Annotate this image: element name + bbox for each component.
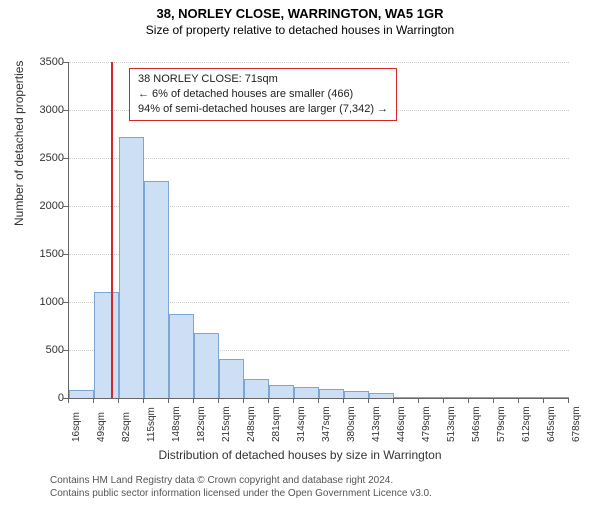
x-tick-mark bbox=[368, 398, 369, 403]
x-tick-label: 612sqm bbox=[521, 406, 532, 442]
y-tick-label: 1000 bbox=[24, 296, 64, 308]
x-tick-mark bbox=[293, 398, 294, 403]
x-tick-mark bbox=[218, 398, 219, 403]
x-tick-mark bbox=[518, 398, 519, 403]
histogram-bar bbox=[269, 385, 294, 398]
x-tick-label: 645sqm bbox=[546, 406, 557, 442]
histogram-bar bbox=[119, 137, 144, 398]
y-tick-label: 2000 bbox=[24, 200, 64, 212]
x-tick-mark bbox=[143, 398, 144, 403]
x-tick-mark bbox=[543, 398, 544, 403]
y-tick-label: 3000 bbox=[24, 104, 64, 116]
gridline bbox=[69, 158, 569, 159]
histogram-bar bbox=[169, 314, 194, 398]
x-tick-label: 380sqm bbox=[346, 406, 357, 442]
annotation-line: 38 NORLEY CLOSE: 71sqm bbox=[138, 72, 388, 87]
gridline bbox=[69, 62, 569, 63]
y-tick-mark bbox=[63, 158, 68, 159]
y-tick-mark bbox=[63, 302, 68, 303]
x-tick-label: 281sqm bbox=[271, 406, 282, 442]
histogram-bar bbox=[419, 397, 444, 398]
histogram-bar bbox=[344, 391, 369, 398]
y-tick-label: 0 bbox=[24, 392, 64, 404]
x-tick-label: 182sqm bbox=[196, 406, 207, 442]
x-tick-label: 49sqm bbox=[96, 412, 107, 442]
x-tick-label: 248sqm bbox=[246, 406, 257, 442]
histogram-bar bbox=[544, 397, 569, 398]
x-tick-mark bbox=[168, 398, 169, 403]
x-tick-mark bbox=[343, 398, 344, 403]
y-tick-mark bbox=[63, 62, 68, 63]
histogram-bar bbox=[494, 397, 519, 398]
x-tick-mark bbox=[443, 398, 444, 403]
x-tick-label: 115sqm bbox=[146, 407, 157, 442]
x-axis-label: Distribution of detached houses by size … bbox=[0, 448, 600, 462]
histogram-bar bbox=[194, 333, 219, 398]
x-tick-label: 413sqm bbox=[371, 406, 382, 442]
x-tick-label: 546sqm bbox=[471, 406, 482, 442]
x-tick-mark bbox=[318, 398, 319, 403]
x-tick-label: 347sqm bbox=[321, 406, 332, 442]
y-tick-mark bbox=[63, 254, 68, 255]
histogram-bar bbox=[319, 389, 344, 398]
histogram-bar bbox=[394, 397, 419, 398]
x-tick-label: 148sqm bbox=[171, 406, 182, 442]
x-tick-label: 215sqm bbox=[221, 406, 232, 442]
y-tick-label: 500 bbox=[24, 344, 64, 356]
y-tick-label: 3500 bbox=[24, 56, 64, 68]
footer-line-1: Contains HM Land Registry data © Crown c… bbox=[50, 474, 432, 487]
x-tick-label: 16sqm bbox=[71, 412, 82, 442]
histogram-bar bbox=[444, 397, 469, 398]
footer-attribution: Contains HM Land Registry data © Crown c… bbox=[50, 474, 432, 500]
x-tick-mark bbox=[268, 398, 269, 403]
histogram-bar bbox=[219, 359, 244, 398]
histogram-bar bbox=[144, 181, 169, 398]
y-tick-mark bbox=[63, 350, 68, 351]
y-tick-mark bbox=[63, 206, 68, 207]
chart-container: 38 NORLEY CLOSE: 71sqm← 6% of detached h… bbox=[58, 62, 568, 422]
x-tick-label: 479sqm bbox=[421, 406, 432, 442]
x-tick-label: 82sqm bbox=[121, 412, 132, 442]
x-tick-label: 513sqm bbox=[446, 406, 457, 442]
x-tick-label: 579sqm bbox=[496, 406, 507, 442]
x-tick-mark bbox=[118, 398, 119, 403]
plot-area: 38 NORLEY CLOSE: 71sqm← 6% of detached h… bbox=[68, 62, 569, 399]
x-tick-mark bbox=[93, 398, 94, 403]
x-tick-label: 314sqm bbox=[296, 406, 307, 442]
x-tick-mark bbox=[193, 398, 194, 403]
x-tick-mark bbox=[468, 398, 469, 403]
x-tick-mark bbox=[418, 398, 419, 403]
histogram-bar bbox=[244, 379, 269, 398]
annotation-line: 94% of semi-detached houses are larger (… bbox=[138, 102, 388, 117]
histogram-bar bbox=[294, 387, 319, 398]
x-tick-label: 446sqm bbox=[396, 406, 407, 442]
annotation-line: ← 6% of detached houses are smaller (466… bbox=[138, 87, 388, 102]
x-tick-mark bbox=[393, 398, 394, 403]
y-tick-label: 2500 bbox=[24, 152, 64, 164]
histogram-bar bbox=[94, 292, 119, 398]
marker-line bbox=[111, 62, 113, 398]
x-tick-label: 678sqm bbox=[571, 406, 582, 442]
histogram-bar bbox=[69, 390, 94, 398]
histogram-bar bbox=[519, 397, 544, 398]
y-tick-mark bbox=[63, 110, 68, 111]
page-title: 38, NORLEY CLOSE, WARRINGTON, WA5 1GR bbox=[0, 6, 600, 21]
footer-line-2: Contains public sector information licen… bbox=[50, 487, 432, 500]
histogram-bar bbox=[369, 393, 394, 398]
histogram-bar bbox=[469, 397, 494, 398]
page-subtitle: Size of property relative to detached ho… bbox=[0, 23, 600, 37]
x-tick-mark bbox=[68, 398, 69, 403]
x-tick-mark bbox=[493, 398, 494, 403]
x-tick-mark bbox=[568, 398, 569, 403]
y-tick-label: 1500 bbox=[24, 248, 64, 260]
x-tick-mark bbox=[243, 398, 244, 403]
annotation-box: 38 NORLEY CLOSE: 71sqm← 6% of detached h… bbox=[129, 68, 397, 121]
